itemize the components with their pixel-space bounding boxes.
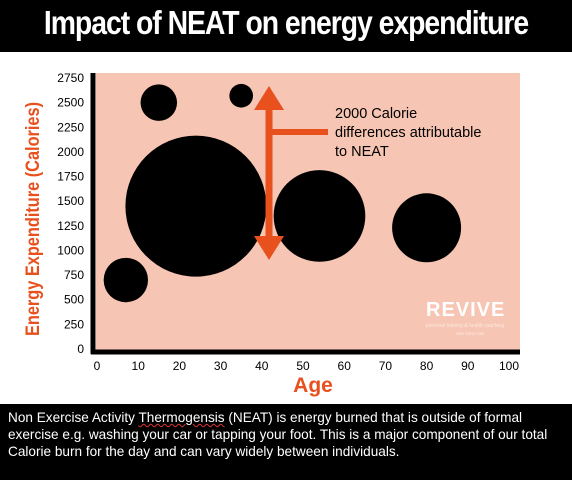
bubble-point — [103, 257, 149, 303]
y-tick-label: 2250 — [57, 120, 84, 134]
neat-arrow — [254, 86, 328, 260]
neat-annotation: 2000 Calorie differences attributable to… — [335, 106, 481, 160]
annotation-line: 2000 Calorie — [335, 106, 417, 122]
caption-part: (NEAT) is energy burned that is outside … — [8, 410, 548, 459]
x-tick-label: 40 — [255, 359, 269, 373]
bubble-chart: 2000 Calorie differences attributable to… — [22, 71, 520, 397]
caption-part: Non Exercise Activity — [8, 410, 139, 425]
arrow-head-up — [254, 86, 284, 110]
bubble-point — [229, 83, 254, 108]
y-tick-label: 1000 — [57, 243, 84, 257]
y-tick-label: 2000 — [57, 145, 84, 159]
y-tick-label: 750 — [64, 268, 84, 282]
chart-title: Impact of NEAT on energy expenditure — [43, 4, 529, 41]
x-axis-label: Age — [293, 374, 333, 397]
arrow-head-down — [254, 236, 284, 260]
x-tick-labels: 0 10 20 30 40 50 60 70 80 90 100 — [94, 359, 520, 373]
logo-text: REVIVE — [426, 299, 505, 321]
bubble-series — [103, 83, 462, 303]
y-tick-label: 250 — [64, 317, 84, 331]
x-tick-label: 90 — [461, 359, 475, 373]
y-tick-label: 0 — [77, 342, 84, 356]
annotation-line: to NEAT — [335, 144, 389, 160]
caption-text: Non Exercise Activity Thermogensis (NEAT… — [8, 409, 566, 460]
title-bar — [0, 0, 572, 52]
revive-logo: REVIVE personal training & health coachi… — [426, 299, 505, 336]
x-tick-label: 50 — [296, 359, 310, 373]
x-tick-label: 30 — [214, 359, 228, 373]
x-tick-label: 0 — [94, 359, 101, 373]
bubble-point — [392, 193, 462, 263]
x-tick-label: 70 — [379, 359, 393, 373]
x-tick-label: 20 — [173, 359, 187, 373]
annotation-line: differences attributable — [335, 125, 481, 141]
bubble-point — [273, 170, 366, 262]
x-tick-label: 10 — [132, 359, 146, 373]
logo-tagline: personal training & health coaching — [426, 323, 504, 329]
y-tick-label: 1750 — [57, 170, 84, 184]
caption-box — [0, 404, 572, 480]
y-tick-labels: 0 250 500 750 1000 1250 1500 1750 2000 2250 2500 27… — [57, 71, 84, 356]
x-tick-label: 80 — [420, 359, 434, 373]
y-tick-label: 1500 — [57, 194, 84, 208]
caption-flagged-word: Thermogensis — [138, 410, 225, 425]
bubble-point — [125, 135, 267, 277]
y-axis-label: Energy Expenditure (Calories) — [22, 102, 43, 336]
x-tick-label: 100 — [499, 359, 519, 373]
y-tick-label: 2500 — [57, 96, 84, 110]
bubble-point — [140, 84, 178, 121]
x-tick-label: 60 — [338, 359, 352, 373]
logo-sub: with steve hall — [456, 331, 484, 336]
y-tick-label: 500 — [64, 293, 84, 307]
y-tick-label: 1250 — [57, 219, 84, 233]
y-tick-label: 2750 — [57, 71, 84, 85]
